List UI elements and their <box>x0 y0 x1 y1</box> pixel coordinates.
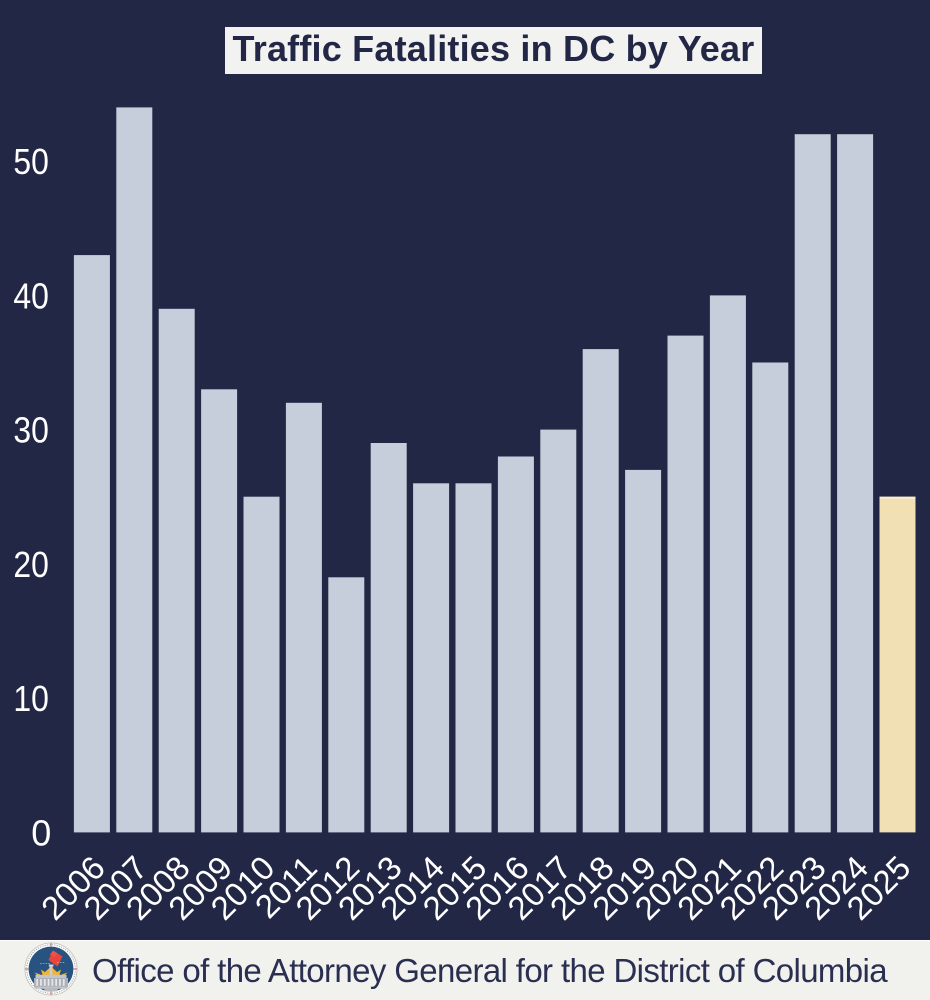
svg-text:10: 10 <box>13 678 49 719</box>
svg-text:30: 30 <box>13 410 49 451</box>
svg-text:40: 40 <box>13 275 49 316</box>
svg-text:50: 50 <box>13 141 49 182</box>
svg-text:20: 20 <box>13 544 49 585</box>
svg-text:0: 0 <box>31 812 51 853</box>
